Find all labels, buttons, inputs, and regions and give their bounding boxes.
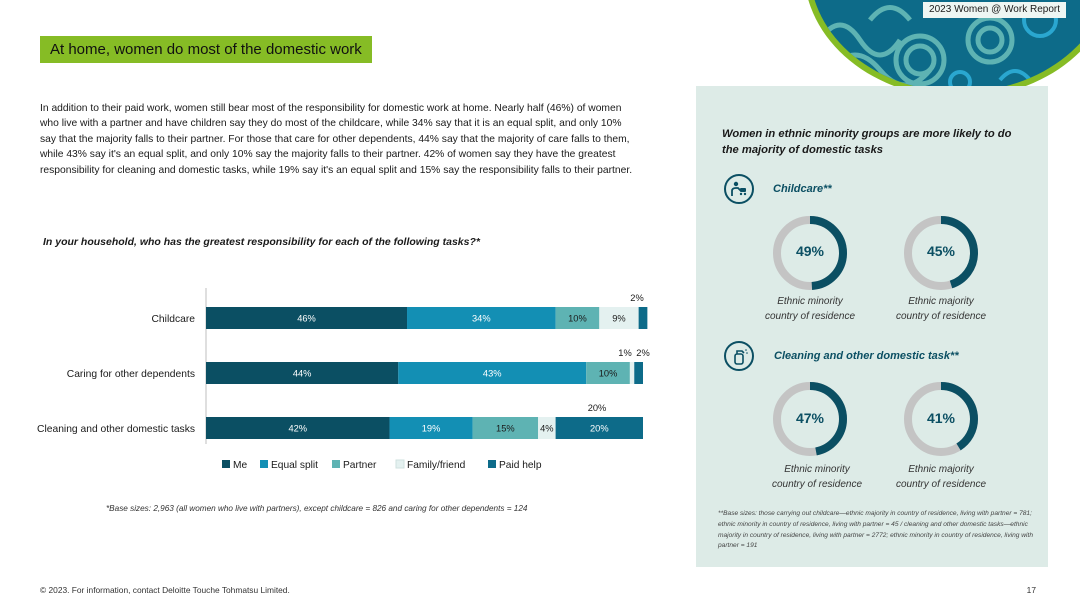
data-label: 2% [630, 293, 643, 303]
base-sizes-note: *Base sizes: 2,963 (all women who live w… [106, 504, 528, 513]
bar-segment [634, 362, 643, 384]
stacked-bar-chart: Childcare 46% 34% 10% 9% 2% Caring for other d… [37, 288, 650, 471]
chart-question: In your household, who has the greatest … [43, 236, 480, 248]
legend-label: Equal split [271, 460, 318, 471]
data-label: 34% [472, 314, 491, 324]
data-label: 15% [496, 424, 515, 434]
legend-swatch [488, 460, 496, 468]
legend-swatch [222, 460, 230, 468]
bar-segment [206, 307, 408, 329]
donut-value: 47% [795, 410, 825, 426]
data-label: 43% [483, 369, 502, 379]
legend-label: Family/friend [407, 460, 466, 471]
category-label: Caring for other dependents [67, 369, 195, 380]
bar-segment [555, 417, 643, 439]
data-label: 20% [590, 424, 609, 434]
donut-caption: Ethnic minority country of residence [771, 464, 863, 490]
section-label-childcare: Childcare** [773, 183, 832, 195]
data-label: 9% [612, 314, 625, 324]
bar-segment [206, 417, 390, 439]
data-label: 10% [568, 314, 587, 324]
donut-childcare-majority [904, 216, 978, 290]
donut-arc [904, 216, 978, 290]
bar-segment [599, 307, 639, 329]
legend-label: Partner [343, 460, 377, 471]
data-label: 19% [422, 424, 441, 434]
data-label: 2% [636, 348, 649, 358]
donut-caption: Ethnic majority country of residence [895, 296, 987, 322]
panel-base-note: **Base sizes: those carrying out childca… [718, 510, 1033, 550]
legend-swatch [395, 459, 405, 469]
bar-segment [538, 417, 556, 439]
donut-value: 49% [795, 243, 825, 259]
donut-value: 45% [926, 243, 956, 259]
data-label: 1% [618, 348, 631, 358]
ethnic-minority-panel: Women in ethnic minority groups are more… [696, 86, 1048, 567]
bar-segment [586, 362, 630, 384]
data-label: 44% [293, 369, 312, 379]
page-heading: At home, women do most of the domestic w… [40, 36, 372, 63]
donut-cleaning-majority [904, 382, 978, 456]
footer-copyright: © 2023. For information, contact Deloitt… [40, 585, 290, 595]
category-label: Cleaning and other domestic tasks [37, 424, 195, 435]
section-label-cleaning: Cleaning and other domestic task** [774, 350, 959, 362]
donut-arc [773, 382, 847, 456]
donut-childcare-minority [773, 216, 847, 290]
bar-segment [629, 362, 635, 384]
page-number: 17 [1026, 585, 1036, 595]
spray-bottle-icon [724, 341, 754, 371]
donut-caption: Ethnic minority country of residence [764, 296, 856, 322]
bar-segment [407, 307, 556, 329]
category-label: Childcare [152, 314, 196, 325]
legend-swatch [332, 460, 340, 468]
data-label: 20% [588, 403, 607, 413]
donut-cleaning-minority [773, 382, 847, 456]
data-label: 42% [288, 424, 307, 434]
report-tag: 2023 Women @ Work Report [923, 2, 1066, 18]
bar-segment [555, 307, 600, 329]
data-label: 4% [540, 424, 553, 434]
bar-segment [638, 307, 648, 329]
corner-decoration [808, 0, 1080, 98]
panel-title: Women in ethnic minority groups are more… [722, 128, 1012, 156]
intro-paragraph: In addition to their paid work, women st… [40, 103, 633, 176]
bar-segment [389, 417, 473, 439]
childcare-icon [724, 174, 754, 204]
bar-segment [206, 362, 399, 384]
legend-swatch [260, 460, 268, 468]
bar-segment [472, 417, 539, 439]
donut-caption: Ethnic majority country of residence [895, 464, 987, 490]
legend-label: Paid help [499, 460, 542, 471]
donut-value: 41% [926, 410, 956, 426]
donut-arc [773, 216, 847, 290]
legend-label: Me [233, 460, 247, 471]
donut-arc [904, 382, 978, 456]
data-label: 10% [599, 369, 618, 379]
data-label: 46% [297, 314, 316, 324]
bar-segment [398, 362, 587, 384]
